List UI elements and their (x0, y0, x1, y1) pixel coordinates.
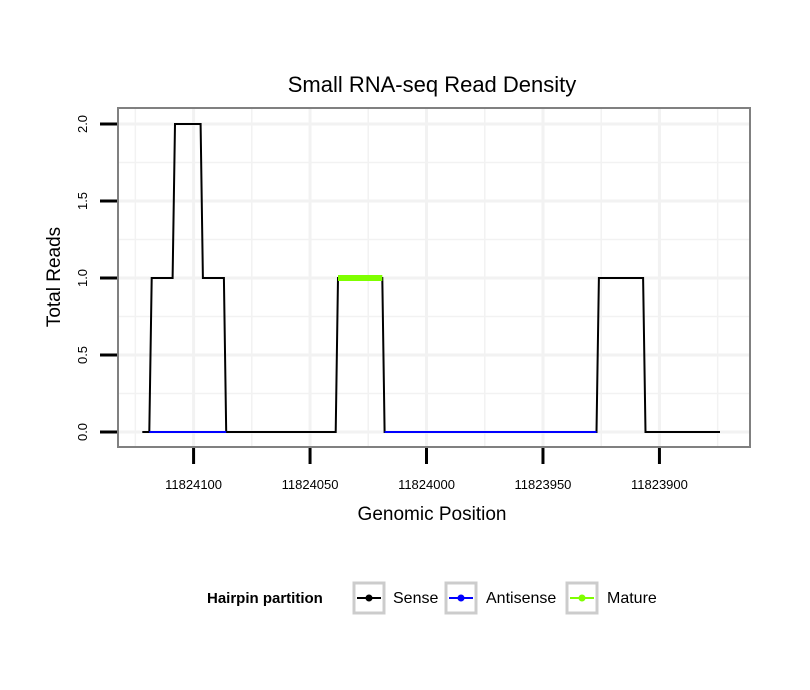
x-axis: 11824100 11824050 11824000 11823950 11823900 (165, 448, 688, 492)
x-tick-label: 11824050 (282, 477, 339, 492)
series-layer (142, 123, 720, 433)
series-line-sense (142, 123, 720, 433)
plot-panel (117, 107, 751, 448)
legend: Hairpin partition Sense Antisense Mature (207, 581, 657, 615)
legend-label-sense: Sense (393, 590, 438, 607)
legend-swatch-point (457, 594, 465, 602)
x-tick-label: 11823950 (515, 477, 572, 492)
x-axis-title: Genomic Position (358, 504, 507, 525)
y-tick-label: 1.5 (75, 192, 90, 210)
y-axis: 0.0 0.5 1.0 1.5 2.0 (75, 115, 117, 441)
y-tick-label: 0.5 (75, 346, 90, 364)
grid-major (118, 108, 750, 447)
y-tick-label: 2.0 (75, 115, 90, 133)
legend-swatch-point (365, 594, 373, 602)
plot-border (117, 107, 751, 448)
chart-title: Small RNA-seq Read Density (288, 72, 577, 97)
y-tick-label: 1.0 (75, 269, 90, 287)
legend-label-mature: Mature (607, 590, 657, 607)
legend-swatch-point (578, 594, 586, 602)
legend-label-antisense: Antisense (486, 590, 556, 607)
x-tick-label: 11824000 (398, 477, 455, 492)
legend-items: Sense Antisense Mature (352, 581, 657, 615)
x-tick-label: 11824100 (165, 477, 222, 492)
y-axis-title: Total Reads (44, 227, 65, 327)
legend-title: Hairpin partition (207, 590, 323, 607)
x-tick-label: 11823900 (631, 477, 688, 492)
y-tick-label: 0.0 (75, 423, 90, 441)
